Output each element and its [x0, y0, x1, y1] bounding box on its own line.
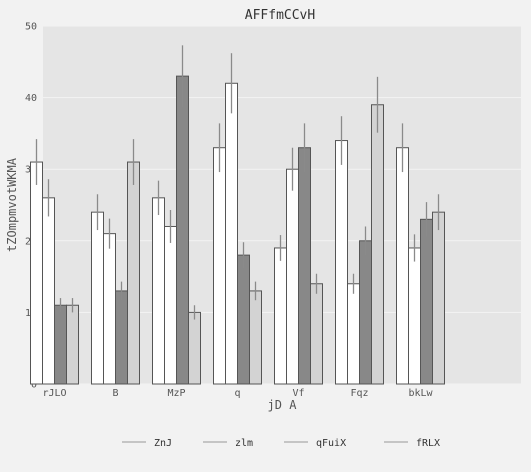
bar [176, 75, 189, 385]
bar [42, 197, 55, 385]
bar [225, 82, 238, 385]
bar [408, 247, 421, 385]
bar [371, 104, 384, 385]
bar [432, 211, 445, 385]
bar [188, 311, 201, 385]
bars [30, 45, 445, 385]
bar [127, 161, 140, 385]
legend-entry: qFuiX [316, 438, 346, 449]
x-tick-label: bkLw [408, 388, 433, 399]
bar [237, 254, 250, 385]
legend: ZnJ zlm qFuiX fRLX [122, 438, 440, 449]
x-tick-label: MzP [167, 388, 185, 399]
bar [396, 147, 409, 385]
bar [30, 161, 43, 385]
bar [359, 240, 372, 385]
x-axis: rJLO B MzP q Vf Fqz bkLw [42, 388, 433, 399]
y-tick-label: 50 [25, 22, 37, 33]
bar [249, 290, 262, 385]
bar [420, 218, 433, 385]
bar [152, 197, 165, 385]
y-tick-label: 40 [25, 93, 37, 104]
bar [164, 225, 177, 385]
bar [274, 247, 287, 385]
bar [347, 283, 360, 385]
bar [310, 283, 323, 385]
chart-title: AFFfmCCvH [245, 8, 315, 23]
legend-entry: fRLX [416, 438, 440, 449]
bar [91, 211, 104, 385]
x-tick-label: Fqz [350, 388, 368, 399]
y-axis-label: tZOmpmvotWKMA [5, 157, 19, 252]
bar [115, 290, 128, 385]
bar [213, 147, 226, 385]
bar [286, 168, 299, 385]
bar [103, 233, 116, 385]
bar [298, 147, 311, 385]
bar [54, 304, 67, 385]
x-tick-label: Vf [292, 388, 304, 399]
x-tick-label: B [112, 388, 118, 399]
x-axis-label: jD A [268, 398, 298, 412]
bar [66, 304, 79, 385]
y-tick-label: 0 [31, 380, 37, 391]
legend-entry: ZnJ [154, 438, 172, 449]
legend-entry: zlm [235, 438, 253, 449]
bar [335, 140, 348, 385]
x-tick-label: q [234, 388, 240, 399]
x-tick-label: rJLO [42, 388, 66, 399]
